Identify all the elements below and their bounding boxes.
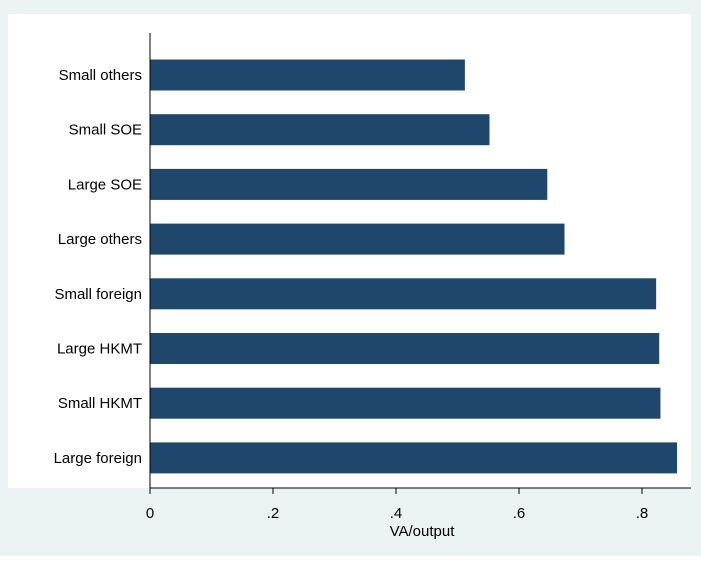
bar	[150, 168, 548, 200]
category-label: Large foreign	[54, 450, 142, 467]
bar	[150, 278, 657, 310]
bar	[150, 387, 661, 419]
bar	[150, 114, 490, 146]
x-tick-label: .6	[513, 505, 526, 522]
x-tick-label: .8	[636, 505, 649, 522]
x-tick-label: 0	[146, 505, 154, 522]
category-label: Small HKMT	[58, 395, 142, 412]
x-tick-label: .2	[267, 505, 280, 522]
category-label: Large SOE	[68, 176, 142, 193]
category-label: Large HKMT	[57, 341, 142, 358]
bars-group	[150, 59, 678, 474]
bar	[150, 223, 565, 255]
category-label: Small SOE	[69, 122, 142, 139]
category-label: Large others	[58, 231, 142, 248]
bar	[150, 442, 678, 474]
x-ticks-group: 0 .2 .4 .6 .8	[146, 488, 648, 522]
bar	[150, 59, 465, 91]
category-labels-group: Small others Small SOE Large SOE Large othe…	[54, 67, 142, 467]
x-tick-label: .4	[390, 505, 403, 522]
category-label: Small others	[59, 67, 142, 84]
category-label: Small foreign	[54, 286, 142, 303]
x-axis-title: VA/output	[390, 523, 456, 540]
bar	[150, 333, 660, 364]
